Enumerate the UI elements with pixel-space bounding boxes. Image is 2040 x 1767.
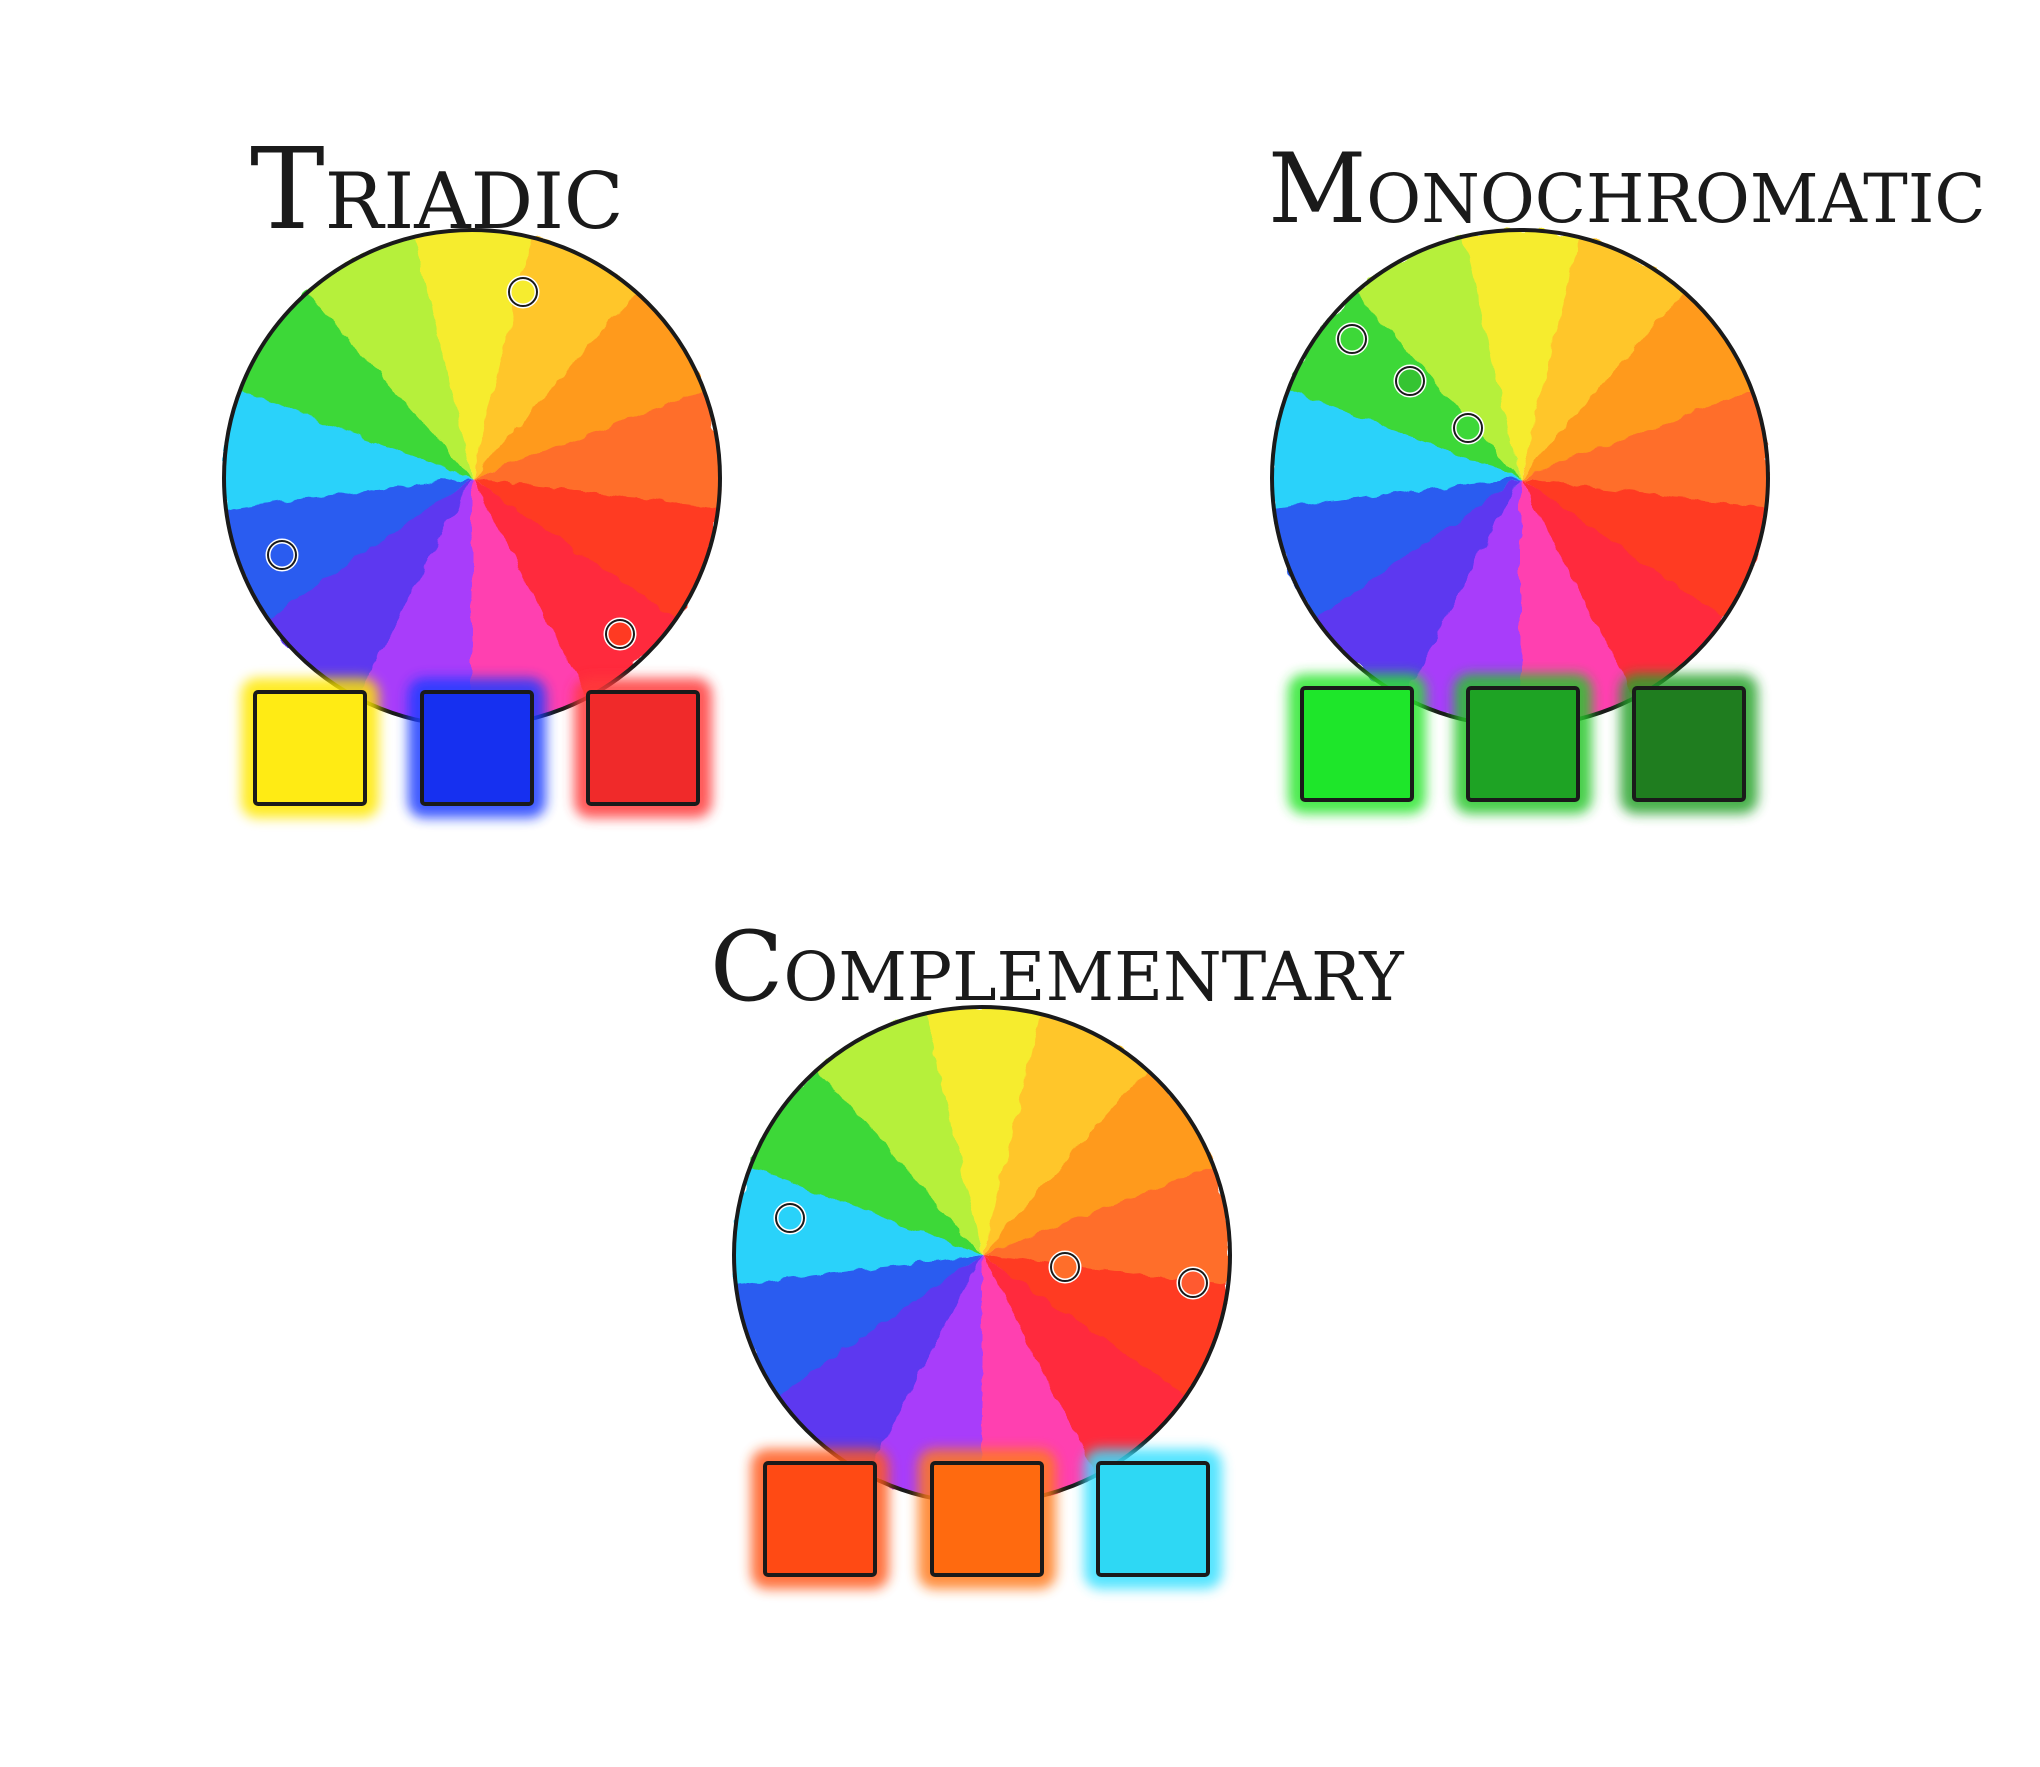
wheel-sector xyxy=(1460,230,1582,478)
wheel-sector xyxy=(1520,478,1767,621)
swatch-row-complementary xyxy=(751,1449,1222,1589)
color-swatch xyxy=(1096,1461,1210,1577)
wheel-sector xyxy=(472,237,639,478)
selected-hue-marker-outline xyxy=(267,540,297,570)
selected-hue-marker-outline xyxy=(1453,413,1483,443)
wheel-sector xyxy=(1517,478,1636,727)
wheel-sector xyxy=(1520,237,1687,478)
scheme-title-monochromatic: Monochromatic xyxy=(1268,133,1986,245)
wheel-sector xyxy=(266,478,472,698)
wheel-sector xyxy=(240,290,472,478)
swatch-row-monochromatic xyxy=(1288,674,1758,814)
wheel-sector xyxy=(982,1069,1215,1255)
color-wheel-complementary xyxy=(732,1005,1232,1505)
color-swatch xyxy=(1300,686,1414,802)
wheel-sector xyxy=(469,478,588,726)
wheel-sector xyxy=(472,478,719,621)
wheel-sector xyxy=(1273,478,1520,619)
wheel-sector xyxy=(922,1007,1044,1255)
wheel-sector xyxy=(750,1067,982,1255)
wheel-sector xyxy=(412,230,534,478)
color-swatch xyxy=(1632,686,1746,802)
color-swatch xyxy=(930,1461,1044,1577)
wheel-sector xyxy=(472,390,721,511)
wheel-sector xyxy=(979,1255,1098,1503)
complementary-scheme: Complementary xyxy=(710,911,1404,1589)
wheel-sector xyxy=(776,1255,982,1475)
color-wheel-triadic xyxy=(222,228,722,728)
wheel-sector xyxy=(224,387,472,508)
swatch-row-triadic xyxy=(241,678,712,818)
triadic-scheme: Triadic xyxy=(222,125,722,818)
wheel-sector xyxy=(472,292,705,478)
selected-hue-marker-outline xyxy=(1178,1268,1208,1298)
selected-hue-marker-outline xyxy=(605,619,635,649)
wheel-sector xyxy=(1520,390,1769,511)
wheel-sector xyxy=(982,1255,1229,1398)
wheel-sector xyxy=(864,1255,982,1503)
color-swatch xyxy=(253,690,367,806)
selected-hue-marker-outline xyxy=(1337,324,1367,354)
wheel-sector xyxy=(1314,478,1520,698)
selected-hue-marker-outline xyxy=(775,1203,805,1233)
color-swatch xyxy=(1466,686,1580,802)
selected-hue-marker-outline xyxy=(508,277,538,307)
wheel-sector xyxy=(307,236,472,478)
color-swatch xyxy=(763,1461,877,1577)
wheel-sector xyxy=(982,1167,1231,1288)
wheel-sector xyxy=(354,478,472,726)
selected-hue-marker-outline xyxy=(1395,366,1425,396)
wheel-sector xyxy=(225,478,472,619)
wheel-sector xyxy=(1402,478,1520,726)
wheel-sector xyxy=(734,1164,982,1285)
wheel-sector xyxy=(735,1255,982,1396)
wheel-sector xyxy=(817,1013,982,1255)
wheel-sector xyxy=(1520,292,1753,478)
monochromatic-scheme: Monochromatic xyxy=(1268,133,1986,814)
selected-hue-marker-outline xyxy=(1050,1252,1080,1282)
wheel-sector xyxy=(1520,478,1725,699)
color-swatch xyxy=(420,690,534,806)
wheel-sector xyxy=(982,1014,1149,1255)
wheel-sector xyxy=(982,1255,1187,1476)
scheme-title-complementary: Complementary xyxy=(710,911,1404,1023)
wheel-sector xyxy=(1272,387,1520,508)
color-swatch xyxy=(586,690,700,806)
color-wheel-monochromatic xyxy=(1270,228,1770,728)
